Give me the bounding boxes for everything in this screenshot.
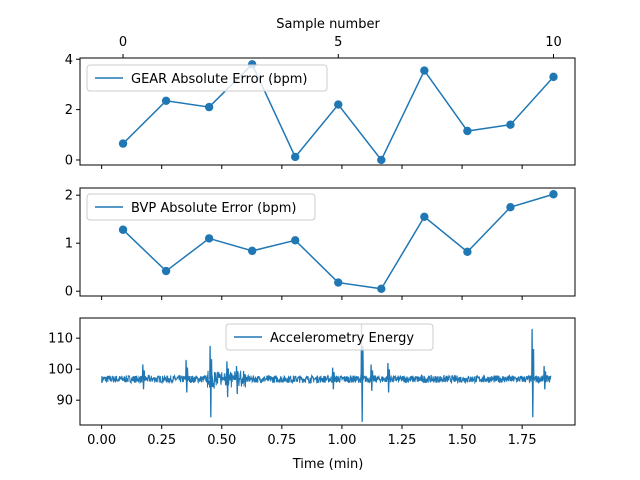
x-tick-label: 1.75 [508, 433, 537, 448]
top-x-axis-label: Sample number [276, 17, 380, 32]
data-point [463, 247, 472, 257]
y-tick-label: 1 [65, 237, 73, 252]
top-x-axis: 0 5 10 [119, 35, 562, 58]
y-tick-label: 90 [56, 394, 73, 409]
plot-area [118, 60, 558, 165]
y-axis: 0 2 4 [65, 53, 80, 168]
data-point [420, 66, 429, 75]
data-point [118, 225, 128, 234]
y-tick-label: 0 [65, 153, 73, 168]
y-tick-label: 0 [65, 285, 73, 300]
x-tick-label: 1.50 [448, 433, 477, 448]
y-axis: 90 100 110 [48, 332, 80, 409]
data-point [334, 100, 343, 109]
accelerometry-panel: 90 100 110 0.00 0.25 0.50 0.75 1.00 1.25 1.50 1.7… [48, 317, 576, 472]
signal-spike [531, 328, 535, 418]
data-point [204, 102, 214, 112]
x-tick-label: 0.00 [87, 433, 116, 448]
signal-spike [209, 345, 213, 418]
signal-spike [141, 364, 146, 390]
x-tick-label: 0.50 [207, 433, 236, 448]
plot-area [118, 190, 558, 293]
data-point [549, 72, 558, 82]
y-tick-label: 2 [65, 103, 73, 118]
legend-label: GEAR Absolute Error (bpm) [131, 72, 307, 87]
data-point [377, 155, 386, 165]
x-tick-label: 1.25 [388, 433, 417, 448]
x-axis: 0.00 0.25 0.50 0.75 1.00 1.25 1.50 1.75 [87, 425, 537, 448]
x-axis-label: Time (min) [292, 457, 364, 472]
legend-label: Accelerometry Energy [270, 331, 414, 346]
data-point [291, 152, 300, 162]
signal-spike [331, 367, 336, 390]
signal-spike [185, 359, 189, 393]
signal-spike [235, 366, 239, 395]
y-tick-label: 2 [65, 189, 73, 204]
top-x-tick-label: 10 [545, 35, 562, 50]
data-point [506, 203, 515, 212]
legend: GEAR Absolute Error (bpm) [86, 64, 328, 92]
x-tick-label: 1.00 [327, 433, 356, 448]
data-point [291, 236, 300, 245]
signal-spike [370, 364, 374, 391]
gear-error-panel: 0 5 10 Sample number 0 2 4 GEAR Absolute Err… [65, 17, 576, 169]
data-point [334, 278, 343, 287]
data-point [161, 96, 171, 106]
legend: BVP Absolute Error (bpm) [86, 193, 316, 221]
data-point [161, 266, 171, 276]
legend-box [225, 323, 434, 351]
signal-spike [225, 361, 230, 398]
signal-spike [386, 362, 391, 393]
x-axis-ticks [101, 296, 523, 300]
y-tick-label: 100 [48, 363, 73, 378]
top-x-tick-label: 5 [334, 35, 342, 50]
y-tick-label: 110 [48, 332, 73, 347]
axes-frame [79, 187, 576, 297]
data-point [420, 212, 429, 221]
data-point [204, 234, 214, 243]
top-x-tick-label: 0 [119, 35, 127, 50]
x-tick-label: 0.25 [147, 433, 176, 448]
x-tick-label: 0.75 [267, 433, 296, 448]
data-point [463, 126, 472, 136]
data-point [118, 139, 128, 148]
data-point [247, 246, 257, 256]
data-point [377, 284, 386, 293]
signal-spike [543, 366, 547, 390]
legend-box [86, 193, 316, 221]
legend-box [86, 64, 328, 92]
signal-trace [101, 370, 552, 389]
data-point [506, 120, 515, 129]
legend: Accelerometry Energy [225, 323, 434, 351]
axes-frame [79, 317, 576, 426]
data-point [549, 190, 558, 199]
bvp-error-panel: 0 1 2 BVP Absolute Error (bpm) [65, 187, 576, 300]
x-axis-ticks [101, 165, 523, 169]
y-axis: 0 1 2 [65, 189, 80, 300]
y-tick-label: 4 [65, 53, 73, 68]
legend-label: BVP Absolute Error (bpm) [131, 201, 296, 216]
axes-frame [79, 57, 576, 166]
